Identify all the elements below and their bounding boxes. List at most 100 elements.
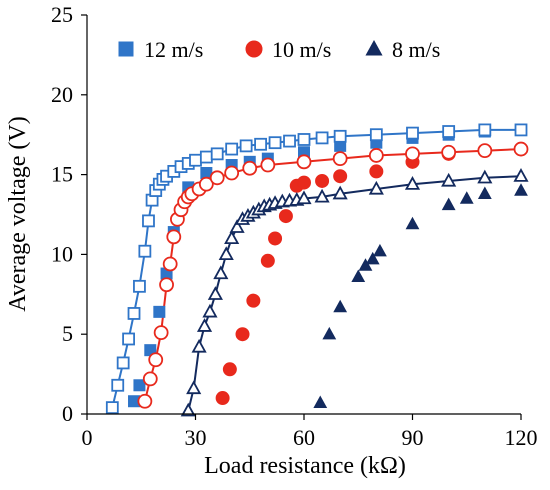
series-4-point-5 <box>365 251 380 265</box>
x-axis-title: Load resistance (kΩ) <box>204 453 406 479</box>
series-2-point-11 <box>369 164 384 179</box>
series-2-point-2 <box>235 327 250 342</box>
series-1-point-2 <box>116 356 130 370</box>
series-1-point-22 <box>268 136 282 150</box>
series-5-point-3 <box>196 318 213 332</box>
series-2-point-0 <box>215 391 230 406</box>
series-5-point-23 <box>368 180 384 195</box>
series-2-point-6 <box>278 209 293 224</box>
series-5-point-9 <box>229 219 245 233</box>
axes: 0 30 60 90 120 0 5 10 15 20 25 <box>51 2 538 450</box>
series-1-point-28 <box>406 126 419 140</box>
series-1-point-0 <box>105 401 119 415</box>
series-2-point-10 <box>333 169 348 184</box>
legend-label-0: 12 m/s <box>144 37 203 62</box>
series-0-point-1 <box>133 379 146 392</box>
series-0-point-3 <box>153 305 166 318</box>
x-tick-label-2: 60 <box>293 425 315 450</box>
y-axis-title: Average voltage (V) <box>5 116 31 311</box>
series-3-point-13 <box>198 176 214 192</box>
series-4-point-4 <box>358 258 373 271</box>
series-5-fit-line <box>187 175 522 412</box>
series-4-point-1 <box>322 326 337 340</box>
y-tick-label-3: 15 <box>51 162 73 187</box>
y-tick-label-1: 5 <box>62 321 73 346</box>
y-tick-label-4: 20 <box>51 82 73 107</box>
series-1-point-6 <box>138 244 152 258</box>
x-tick-label-0: 0 <box>82 425 93 450</box>
series-1-point-7 <box>142 214 155 228</box>
x-tick-label-1: 30 <box>185 425 207 450</box>
series-3-point-23 <box>477 143 493 159</box>
series-5-point-21 <box>314 188 330 203</box>
series-4-point-6 <box>373 243 387 257</box>
legend: 12 m/s 10 m/s 8 m/s <box>118 37 440 62</box>
series-1-point-23 <box>283 134 296 148</box>
series-3-point-16 <box>242 160 258 176</box>
series-4-point-0 <box>313 395 328 409</box>
series-1-point-18 <box>210 147 224 161</box>
series-3-point-1 <box>142 371 158 387</box>
series-4-point-2 <box>333 299 348 313</box>
series-4-point-9 <box>459 191 474 204</box>
series-1-point-4 <box>127 307 141 320</box>
legend-label-1: 10 m/s <box>272 37 331 62</box>
series-5-point-5 <box>207 286 223 300</box>
series-4-point-11 <box>514 183 528 196</box>
series-5-point-25 <box>441 172 457 187</box>
series-3-point-21 <box>405 146 420 162</box>
series-5-point-26 <box>477 169 493 184</box>
series-3-point-20 <box>368 148 384 163</box>
series-1-point-16 <box>189 153 202 167</box>
series-3-point-15 <box>224 165 240 181</box>
series-3-point-24 <box>513 141 529 157</box>
series-1-point-31 <box>514 123 528 137</box>
series-1-point-25 <box>315 131 329 145</box>
y-tick-label-5: 25 <box>51 2 73 27</box>
series-5-point-2 <box>191 338 207 353</box>
series-5-point-1 <box>186 380 202 395</box>
series-5-point-4 <box>202 303 218 318</box>
series-3-point-22 <box>441 144 457 160</box>
y-tick-label-2: 10 <box>51 241 73 266</box>
series-3-point-4 <box>159 277 174 293</box>
series-1-point-3 <box>122 332 135 346</box>
series-2-point-5 <box>268 231 283 246</box>
x-tick-label-3: 90 <box>402 425 424 450</box>
series-5-point-7 <box>218 246 234 261</box>
series-1-point-27 <box>369 128 383 142</box>
series-4-point-10 <box>477 186 492 199</box>
series-3-point-0 <box>137 393 153 409</box>
series-2-point-3 <box>246 293 261 308</box>
series-1-point-21 <box>254 137 268 151</box>
series-2-point-4 <box>260 253 275 268</box>
series-3-point-2 <box>148 352 164 368</box>
x-tick-label-4: 120 <box>505 425 538 450</box>
series-1-point-5 <box>133 279 146 293</box>
plot-area <box>105 123 529 417</box>
legend-marker-2 <box>365 39 383 56</box>
series-1-point-1 <box>111 378 125 392</box>
legend-marker-0 <box>118 41 134 57</box>
series-5-point-20 <box>296 190 312 205</box>
series-3-point-18 <box>296 154 312 170</box>
legend-marker-1 <box>245 40 263 58</box>
series-4-point-3 <box>351 269 366 282</box>
series-1-point-30 <box>478 123 492 137</box>
series-1-point-24 <box>297 133 311 146</box>
series-5-point-24 <box>404 176 421 190</box>
series-1-point-17 <box>199 150 213 164</box>
series-3-point-14 <box>209 170 225 186</box>
series-1-point-19 <box>225 142 239 156</box>
series-5-point-22 <box>332 185 348 200</box>
series-2-point-8 <box>297 175 311 190</box>
series-1-point-20 <box>239 139 253 153</box>
series-4-point-8 <box>441 197 456 211</box>
series-1-point-26 <box>333 129 347 143</box>
series-3-point-19 <box>332 151 348 167</box>
series-3-point-3 <box>153 325 169 341</box>
series-4-point-7 <box>405 216 420 230</box>
series-5-point-27 <box>513 168 529 182</box>
series-2-point-9 <box>315 173 330 188</box>
